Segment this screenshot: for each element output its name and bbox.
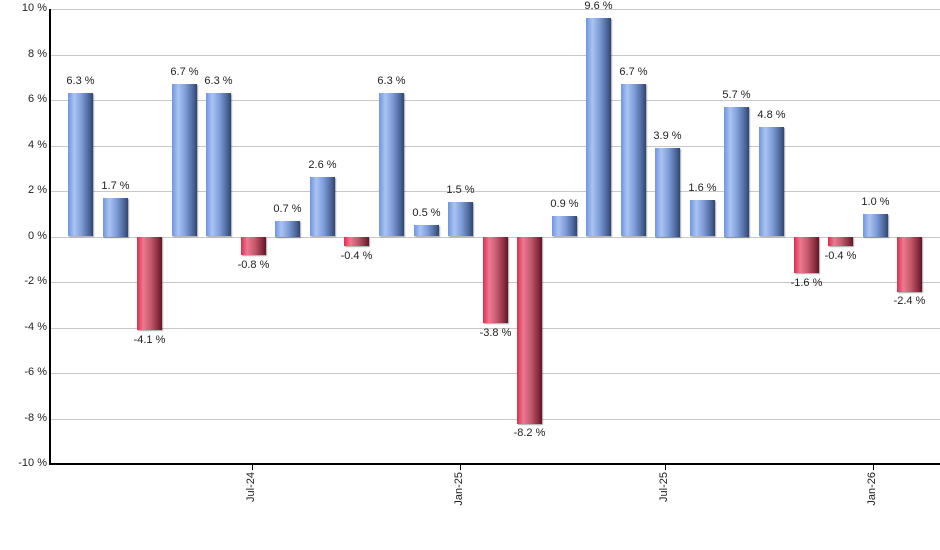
bar-value-label: -0.4 % bbox=[824, 250, 857, 262]
gridline bbox=[50, 146, 940, 147]
bar bbox=[552, 216, 577, 236]
bar-value-label: 0.7 % bbox=[273, 203, 302, 215]
bar bbox=[103, 198, 128, 237]
bar bbox=[448, 202, 473, 236]
bar-value-label: 1.5 % bbox=[446, 184, 475, 196]
bar bbox=[172, 84, 197, 236]
x-tick-mark bbox=[460, 465, 461, 470]
y-tick-label: 10 % bbox=[21, 2, 47, 14]
y-tick-label: 4 % bbox=[28, 139, 47, 151]
bar bbox=[690, 200, 715, 236]
bar-value-label: 0.5 % bbox=[412, 207, 441, 219]
bar-value-label: 6.7 % bbox=[170, 66, 199, 78]
gridline bbox=[50, 191, 940, 192]
bar-value-label: -0.8 % bbox=[237, 259, 270, 271]
bar bbox=[724, 107, 749, 237]
bar-value-label: -0.4 % bbox=[340, 250, 373, 262]
y-tick-label: 2 % bbox=[28, 184, 47, 196]
y-tick-label: -2 % bbox=[24, 275, 47, 287]
bar bbox=[379, 93, 404, 236]
bar bbox=[586, 18, 611, 236]
bar bbox=[414, 225, 439, 236]
x-tick-label: Jul-25 bbox=[658, 472, 670, 502]
bar bbox=[863, 214, 888, 237]
x-tick-label: Jan-25 bbox=[453, 472, 465, 506]
x-tick-label: Jul-24 bbox=[245, 472, 257, 502]
bar-value-label: 6.7 % bbox=[619, 66, 648, 78]
gridline bbox=[50, 419, 940, 420]
x-tick-mark bbox=[873, 465, 874, 470]
bar-value-label: 9.6 % bbox=[584, 0, 613, 12]
y-tick-label: -10 % bbox=[18, 457, 47, 469]
bar-value-label: -2.4 % bbox=[893, 295, 926, 307]
bar bbox=[897, 237, 922, 292]
y-tick-label: 0 % bbox=[28, 230, 47, 242]
y-tick-label: 8 % bbox=[28, 48, 47, 60]
bar bbox=[483, 237, 508, 323]
bar bbox=[828, 237, 853, 246]
x-tick-label: Jan-26 bbox=[866, 472, 878, 506]
bar-value-label: 1.6 % bbox=[688, 182, 717, 194]
bar-value-label: 2.6 % bbox=[308, 159, 337, 171]
bar bbox=[137, 237, 162, 330]
bar bbox=[759, 127, 784, 236]
x-tick-mark bbox=[252, 465, 253, 470]
y-tick-label: -4 % bbox=[24, 321, 47, 333]
gridline bbox=[50, 328, 940, 329]
bar bbox=[794, 237, 819, 273]
bar-value-label: 5.7 % bbox=[722, 89, 751, 101]
gridline bbox=[50, 373, 940, 374]
bar bbox=[68, 93, 93, 236]
bar-value-label: -1.6 % bbox=[790, 277, 823, 289]
x-axis-line bbox=[49, 463, 940, 465]
y-tick-label: 6 % bbox=[28, 93, 47, 105]
gridline bbox=[50, 55, 940, 56]
bar bbox=[275, 221, 300, 237]
bar-value-label: 1.0 % bbox=[861, 196, 890, 208]
bar-value-label: 6.3 % bbox=[66, 75, 95, 87]
bar-value-label: 6.3 % bbox=[377, 75, 406, 87]
bar bbox=[621, 84, 646, 236]
bar bbox=[655, 148, 680, 237]
bar-value-label: 0.9 % bbox=[550, 198, 579, 210]
bar-value-label: 3.9 % bbox=[653, 130, 682, 142]
bar-value-label: -4.1 % bbox=[133, 334, 166, 346]
bar-value-label: -3.8 % bbox=[479, 327, 512, 339]
bar-value-label: -8.2 % bbox=[513, 427, 546, 439]
gridline bbox=[50, 9, 940, 10]
bar bbox=[206, 93, 231, 236]
bar bbox=[517, 237, 542, 424]
gridline bbox=[50, 100, 940, 101]
bar-value-label: 1.7 % bbox=[101, 180, 130, 192]
y-tick-label: -8 % bbox=[24, 412, 47, 424]
bar bbox=[344, 237, 369, 246]
y-tick-label: -6 % bbox=[24, 366, 47, 378]
bar-value-label: 6.3 % bbox=[204, 75, 233, 87]
bar bbox=[310, 177, 335, 236]
bar-value-label: 4.8 % bbox=[757, 109, 786, 121]
bar bbox=[241, 237, 266, 255]
y-axis-line bbox=[49, 9, 51, 465]
x-tick-mark bbox=[665, 465, 666, 470]
